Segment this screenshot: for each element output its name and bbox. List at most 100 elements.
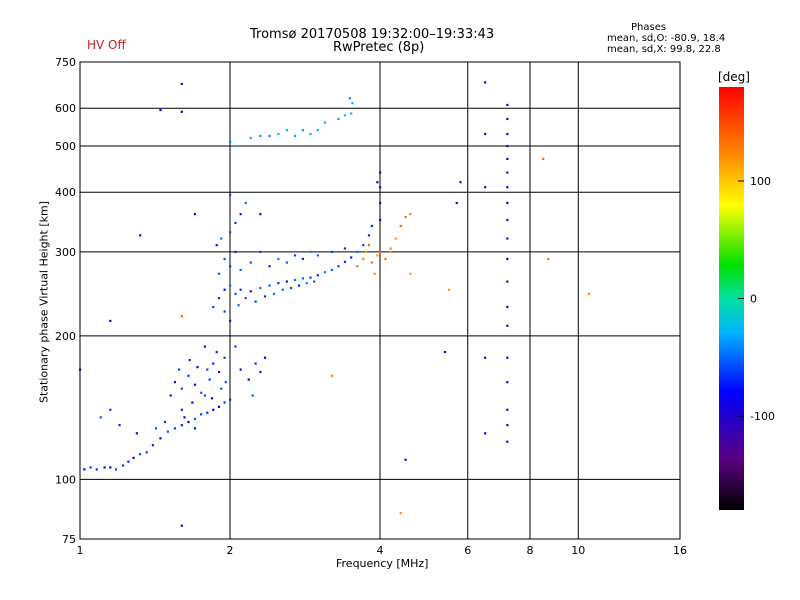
data-point xyxy=(389,250,392,254)
data-point xyxy=(180,408,183,411)
data-point xyxy=(379,171,382,174)
data-point xyxy=(239,288,242,291)
data-point xyxy=(350,112,353,115)
data-point xyxy=(484,356,487,359)
data-point xyxy=(163,420,167,424)
data-point xyxy=(183,416,186,419)
data-point xyxy=(244,201,247,205)
data-point xyxy=(309,250,312,254)
data-point xyxy=(229,284,232,287)
data-point xyxy=(220,387,223,390)
data-point xyxy=(484,81,487,84)
data-point xyxy=(447,288,451,291)
data-point xyxy=(210,397,214,400)
data-point xyxy=(330,374,333,377)
y-tick-label: 750 xyxy=(55,56,76,69)
data-point xyxy=(484,132,487,136)
data-point xyxy=(362,244,365,247)
data-point xyxy=(159,437,162,440)
data-point xyxy=(208,378,211,381)
data-point xyxy=(263,356,267,359)
data-point xyxy=(379,218,382,222)
data-point xyxy=(506,132,509,136)
data-point xyxy=(215,350,218,354)
data-point xyxy=(337,265,340,268)
data-point xyxy=(547,257,550,261)
data-point xyxy=(404,215,407,219)
data-point xyxy=(277,282,280,285)
data-point xyxy=(367,234,371,237)
data-point xyxy=(247,378,250,381)
data-point xyxy=(223,288,226,291)
data-point xyxy=(206,411,209,414)
y-tick-label: 100 xyxy=(55,473,76,486)
data-point xyxy=(103,466,106,469)
data-point xyxy=(169,394,172,397)
data-point xyxy=(193,417,197,420)
data-point xyxy=(506,424,509,427)
y-tick-label: 200 xyxy=(55,330,76,343)
data-point xyxy=(305,282,308,285)
hv-status-label: HV Off xyxy=(87,38,126,52)
data-point xyxy=(343,114,347,117)
data-point xyxy=(217,297,221,300)
data-point xyxy=(384,257,387,261)
data-point xyxy=(277,132,280,136)
data-point xyxy=(293,134,297,138)
data-point xyxy=(506,201,509,205)
data-point xyxy=(180,387,183,390)
data-point xyxy=(362,257,365,261)
data-point xyxy=(191,401,194,404)
data-point xyxy=(404,458,407,461)
data-point xyxy=(203,345,206,348)
data-point xyxy=(229,265,232,268)
data-point xyxy=(343,247,347,250)
data-point xyxy=(343,260,347,263)
data-point xyxy=(193,213,197,216)
phase-box-title: Phases xyxy=(631,22,667,33)
data-point xyxy=(229,398,232,401)
data-point xyxy=(285,280,288,283)
data-point xyxy=(356,265,359,268)
data-point xyxy=(506,324,509,327)
data-point xyxy=(506,144,509,148)
data-point xyxy=(506,186,509,189)
data-point xyxy=(196,366,199,369)
data-point xyxy=(506,103,509,107)
data-point xyxy=(95,468,98,471)
data-point xyxy=(281,288,284,291)
data-point xyxy=(200,413,203,416)
data-point xyxy=(166,430,169,433)
data-point xyxy=(200,391,203,394)
data-point xyxy=(239,213,242,216)
data-point xyxy=(229,140,232,144)
data-point xyxy=(132,456,135,459)
data-point xyxy=(109,408,112,411)
colorbar-tick-label: -100 xyxy=(750,410,775,423)
data-point xyxy=(109,319,112,323)
data-point xyxy=(506,356,509,359)
y-tick-label: 500 xyxy=(55,140,76,153)
data-point xyxy=(272,292,276,295)
data-point xyxy=(223,257,226,261)
colorbar-tick-label: 0 xyxy=(750,293,757,306)
grid-lines xyxy=(80,62,680,539)
data-point xyxy=(367,244,371,247)
data-point xyxy=(506,171,509,174)
data-point xyxy=(187,374,190,377)
data-point xyxy=(154,427,158,430)
data-point xyxy=(323,271,327,274)
data-point xyxy=(173,381,177,384)
colorbar-tick-label: 100 xyxy=(750,175,771,188)
data-point xyxy=(506,117,509,121)
data-point xyxy=(249,290,252,293)
data-point xyxy=(237,304,240,307)
plot-frame xyxy=(79,61,681,540)
data-point xyxy=(443,350,447,354)
data-point xyxy=(337,117,340,121)
data-point xyxy=(234,292,237,295)
data-point xyxy=(212,305,215,309)
data-point xyxy=(370,224,373,228)
scatter-points xyxy=(79,81,591,527)
